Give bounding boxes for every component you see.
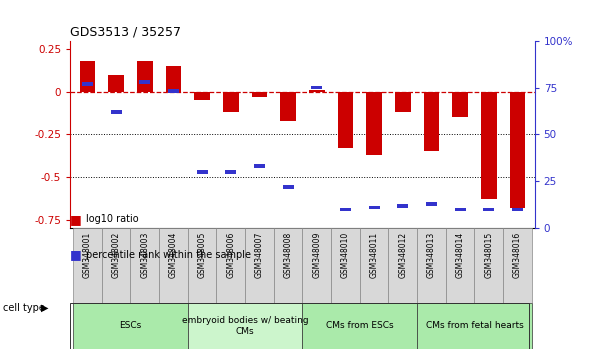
Text: GSM348004: GSM348004 [169, 232, 178, 278]
Bar [340, 207, 351, 211]
Bar [139, 80, 150, 84]
Text: log10 ratio: log10 ratio [86, 215, 138, 224]
Bar [503, 228, 532, 303]
Bar [252, 92, 268, 97]
Bar [216, 228, 245, 303]
Text: GSM348015: GSM348015 [485, 232, 493, 278]
Bar [417, 228, 446, 303]
Bar [302, 228, 331, 303]
Bar [280, 92, 296, 121]
Text: GSM348008: GSM348008 [284, 232, 293, 278]
Bar [197, 170, 208, 174]
Bar [223, 92, 239, 112]
Bar [194, 92, 210, 100]
Bar [481, 92, 497, 199]
Bar [426, 202, 437, 206]
Bar [397, 204, 408, 207]
Bar [474, 228, 503, 303]
Bar [360, 228, 389, 303]
Text: GSM348011: GSM348011 [370, 232, 379, 278]
Text: ESCs: ESCs [119, 321, 142, 330]
Bar [423, 92, 439, 152]
Bar [168, 90, 179, 93]
Bar [389, 228, 417, 303]
Bar [483, 207, 494, 211]
Text: cell type: cell type [3, 303, 45, 313]
Bar [188, 228, 216, 303]
Bar [254, 165, 265, 168]
Text: GSM348010: GSM348010 [341, 232, 350, 278]
Bar [73, 303, 188, 349]
Text: GSM348014: GSM348014 [456, 232, 464, 278]
Text: CMs from fetal hearts: CMs from fetal hearts [425, 321, 523, 330]
Text: GSM348009: GSM348009 [312, 232, 321, 278]
Text: GSM348007: GSM348007 [255, 232, 264, 278]
Bar [395, 92, 411, 112]
Bar [452, 92, 468, 118]
Text: GSM348003: GSM348003 [141, 232, 149, 278]
Bar [510, 92, 525, 208]
Bar [417, 303, 532, 349]
Text: ■: ■ [70, 213, 82, 226]
Bar [73, 228, 102, 303]
Text: ▶: ▶ [41, 303, 48, 313]
Text: CMs from ESCs: CMs from ESCs [326, 321, 393, 330]
Text: GDS3513 / 35257: GDS3513 / 35257 [70, 25, 181, 38]
Bar [166, 66, 181, 92]
Text: GSM348012: GSM348012 [398, 232, 408, 278]
Bar [368, 206, 379, 210]
Bar [137, 61, 153, 92]
Bar [337, 92, 353, 148]
Bar [312, 86, 322, 90]
Text: embryoid bodies w/ beating
CMs: embryoid bodies w/ beating CMs [182, 316, 309, 336]
Text: GSM348006: GSM348006 [226, 232, 235, 278]
Bar [366, 92, 382, 155]
Bar [512, 207, 523, 211]
Bar [309, 90, 324, 92]
Bar [82, 82, 93, 86]
Text: GSM348013: GSM348013 [427, 232, 436, 278]
Bar [111, 110, 122, 114]
Text: GSM348005: GSM348005 [197, 232, 207, 278]
Text: GSM348001: GSM348001 [83, 232, 92, 278]
Bar [159, 228, 188, 303]
Bar [274, 228, 302, 303]
Bar [131, 228, 159, 303]
Text: percentile rank within the sample: percentile rank within the sample [86, 250, 251, 260]
Bar [446, 228, 474, 303]
Bar [283, 185, 293, 189]
Bar [108, 75, 124, 92]
Bar [102, 228, 131, 303]
Bar [245, 228, 274, 303]
Text: ■: ■ [70, 249, 82, 261]
Text: GSM348002: GSM348002 [112, 232, 120, 278]
Text: GSM348016: GSM348016 [513, 232, 522, 278]
Bar [188, 303, 302, 349]
Bar [455, 207, 466, 211]
Bar [331, 228, 360, 303]
Bar [79, 61, 95, 92]
Bar [225, 170, 236, 174]
Bar [302, 303, 417, 349]
